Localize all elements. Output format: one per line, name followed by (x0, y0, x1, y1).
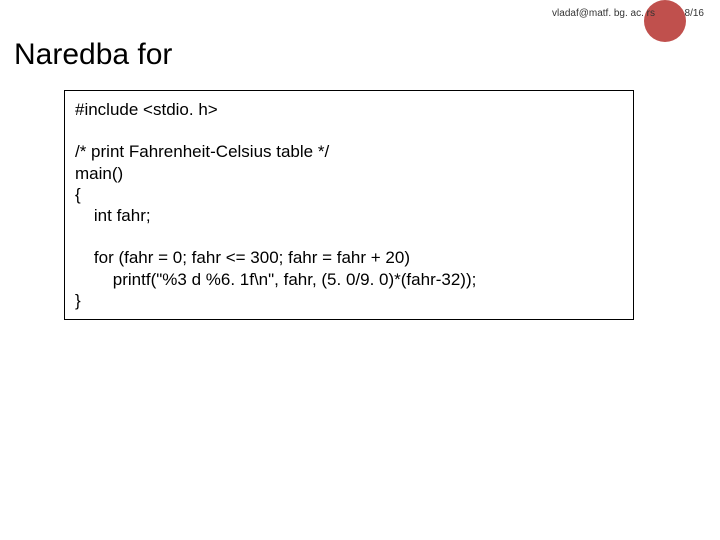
code-line: printf("%3 d %6. 1f\n", fahr, (5. 0/9. 0… (75, 269, 623, 290)
code-block: #include <stdio. h> /* print Fahrenheit-… (64, 90, 634, 320)
code-line: } (75, 290, 623, 311)
code-line: main() (75, 163, 623, 184)
author-email: vladaf@matf. bg. ac. rs (552, 8, 655, 19)
code-line: { (75, 184, 623, 205)
code-blank-line (75, 226, 623, 247)
code-line: #include <stdio. h> (75, 99, 623, 120)
code-line: int fahr; (75, 205, 623, 226)
accent-dot (644, 0, 686, 42)
code-blank-line (75, 120, 623, 141)
page-number: 8/16 (685, 8, 704, 19)
slide-title: Naredba for (14, 38, 172, 72)
code-line: for (fahr = 0; fahr <= 300; fahr = fahr … (75, 247, 623, 268)
code-line: /* print Fahrenheit-Celsius table */ (75, 141, 623, 162)
